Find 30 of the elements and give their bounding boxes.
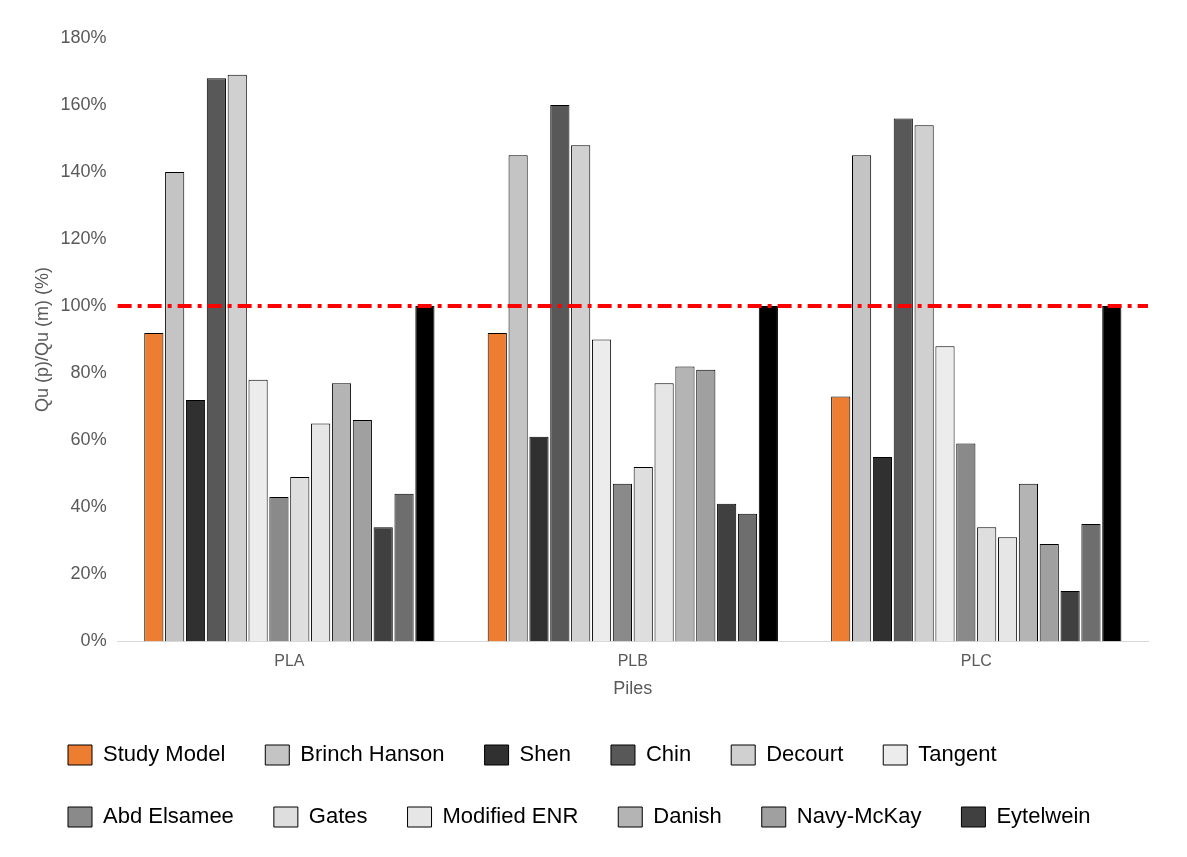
- y-tick-label: 80%: [70, 362, 107, 383]
- y-tick-label: 100%: [60, 295, 107, 316]
- y-tick-label: 140%: [60, 161, 107, 182]
- legend-label: Modified ENR: [442, 803, 579, 829]
- x-axis-title: Piles: [613, 678, 653, 699]
- legend-label: Study Model: [103, 741, 226, 767]
- legend-label: Eytelwein: [996, 803, 1091, 829]
- legend-label: Decourt: [766, 741, 844, 767]
- y-tick-label: 20%: [70, 563, 107, 584]
- x-tick-label: PLC: [960, 652, 992, 670]
- legend-label: Shen: [519, 741, 571, 767]
- legend-label: Chin: [645, 741, 692, 767]
- legend-label: Brinch Hanson: [300, 741, 445, 767]
- bar: [1102, 306, 1122, 642]
- bar: [415, 306, 435, 642]
- y-tick-label: 160%: [60, 93, 107, 114]
- x-tick-label: PLB: [617, 652, 648, 670]
- y-tick-label: 60%: [70, 429, 107, 450]
- legend-label: Gates: [308, 803, 368, 829]
- y-tick-label: 40%: [70, 496, 107, 517]
- x-tick-label: PLA: [274, 652, 305, 670]
- y-tick-label: 120%: [60, 228, 107, 249]
- legend-label: Abd Elsamee: [103, 803, 234, 829]
- y-tick-label: 0%: [80, 630, 107, 651]
- y-tick-label: 180%: [60, 26, 107, 47]
- legend-label: Danish: [653, 803, 722, 829]
- legend-label: Navy-McKay: [796, 803, 922, 829]
- bar: [758, 306, 778, 642]
- legend-label: Tangent: [918, 741, 997, 767]
- y-axis-title: Qu (p)/Qu (m) (%): [31, 267, 52, 413]
